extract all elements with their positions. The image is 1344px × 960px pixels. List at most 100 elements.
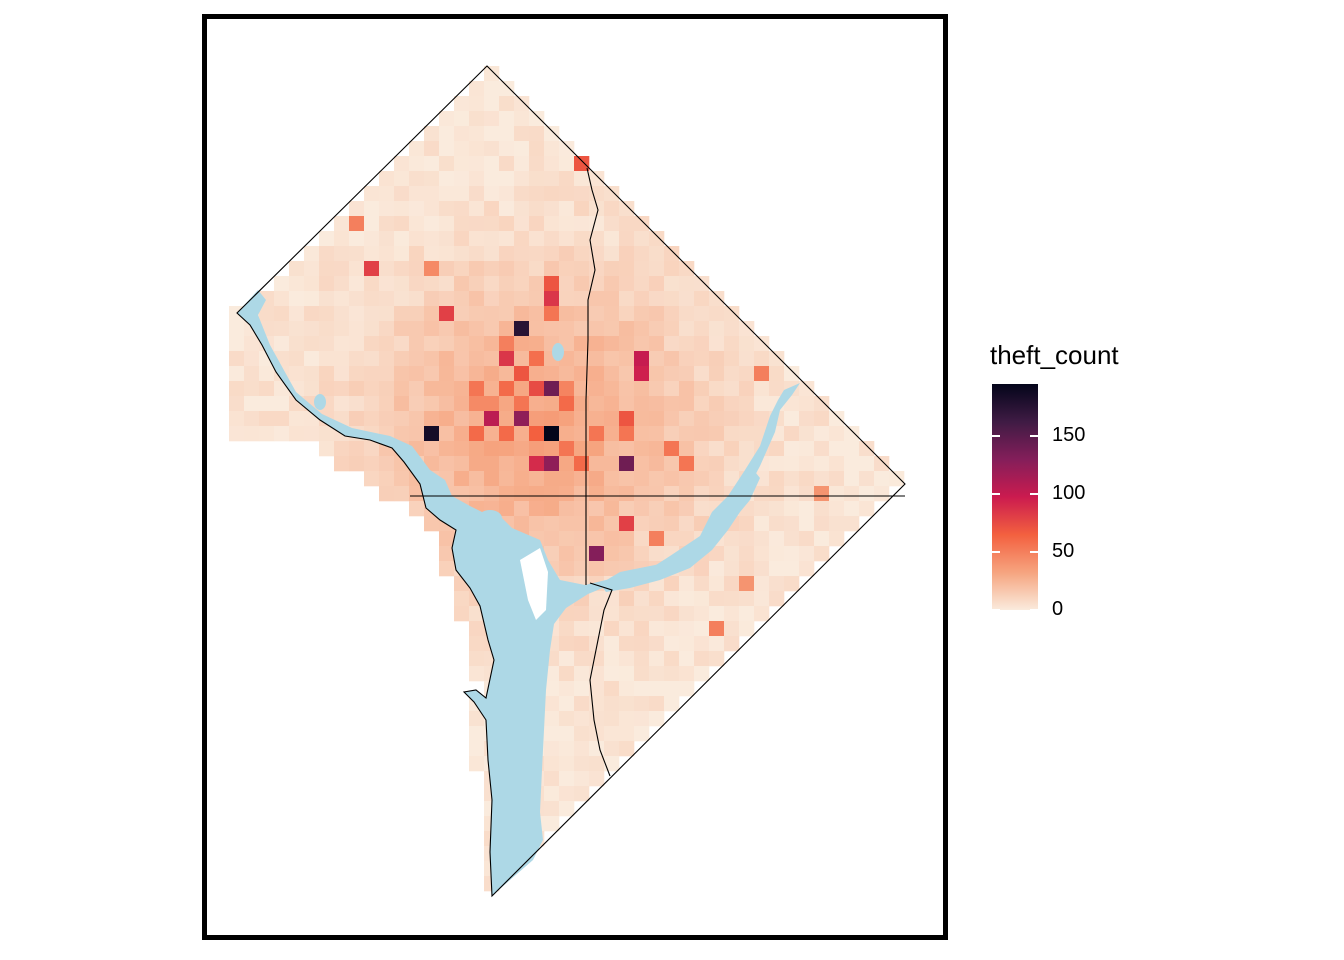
heat-cell <box>634 606 650 622</box>
heat-cell <box>334 246 350 262</box>
heat-cell <box>529 156 545 172</box>
heat-cell <box>499 501 515 517</box>
heat-cell <box>589 486 605 502</box>
heat-cell <box>499 321 515 337</box>
heat-cell <box>604 411 620 427</box>
heat-cell <box>484 456 500 472</box>
heat-cell <box>544 411 560 427</box>
heat-cell <box>559 486 575 502</box>
heat-cell <box>424 366 440 382</box>
heat-cell <box>649 291 665 307</box>
heat-cell <box>694 321 710 337</box>
heat-cell <box>469 381 485 397</box>
heat-cell <box>439 396 455 412</box>
heat-cell <box>469 81 485 97</box>
heat-cell <box>469 726 485 742</box>
heat-cell <box>694 306 710 322</box>
heat-cell <box>514 426 530 442</box>
heat-cell <box>709 456 725 472</box>
heat-cell <box>544 441 560 457</box>
heat-cell <box>544 216 560 232</box>
heat-cell <box>799 486 815 502</box>
heat-cell <box>544 726 560 742</box>
heat-cell <box>469 651 485 667</box>
heat-cell <box>724 561 740 577</box>
heat-cell <box>649 411 665 427</box>
heat-cell <box>694 456 710 472</box>
heat-cell <box>634 711 650 727</box>
heat-cell <box>259 366 275 382</box>
heat-cell <box>364 456 380 472</box>
heat-cell <box>604 441 620 457</box>
heat-cell <box>394 366 410 382</box>
heat-cell <box>514 261 530 277</box>
heat-cell <box>379 276 395 292</box>
heat-cell <box>499 186 515 202</box>
heat-cell <box>544 321 560 337</box>
heat-cell <box>619 486 635 502</box>
heat-cell <box>679 291 695 307</box>
heat-cell <box>739 426 755 442</box>
heat-cell <box>814 396 830 412</box>
heat-cell <box>604 666 620 682</box>
heat-cell <box>484 156 500 172</box>
heat-cell <box>574 396 590 412</box>
heat-cell <box>619 396 635 412</box>
heat-cell <box>634 381 650 397</box>
heat-cell <box>349 381 365 397</box>
heat-cell <box>229 381 245 397</box>
heat-cell <box>574 651 590 667</box>
heat-cell <box>604 531 620 547</box>
heat-cell <box>589 381 605 397</box>
heat-cell <box>634 246 650 262</box>
heat-cell <box>664 306 680 322</box>
heat-cell <box>499 81 515 97</box>
heat-cell <box>499 441 515 457</box>
heat-cell <box>394 321 410 337</box>
heat-cell <box>769 501 785 517</box>
heat-cell <box>619 291 635 307</box>
heat-cell <box>634 696 650 712</box>
heat-cell <box>649 666 665 682</box>
heat-cell <box>349 306 365 322</box>
heat-cell <box>649 606 665 622</box>
heat-cell <box>544 306 560 322</box>
heat-cell <box>574 246 590 262</box>
heat-cell <box>679 396 695 412</box>
heat-cell <box>529 501 545 517</box>
heat-cell <box>259 396 275 412</box>
heat-cell <box>844 486 860 502</box>
heat-cell <box>604 186 620 202</box>
heat-cell <box>529 171 545 187</box>
heat-cell <box>529 411 545 427</box>
heat-cell <box>409 261 425 277</box>
heat-cell <box>529 486 545 502</box>
heat-cell <box>604 651 620 667</box>
heat-cell <box>799 561 815 577</box>
heat-cell <box>514 381 530 397</box>
heat-cell <box>439 246 455 262</box>
heat-cell <box>529 201 545 217</box>
heat-cell <box>814 471 830 487</box>
heat-cell <box>379 216 395 232</box>
heat-cell <box>244 411 260 427</box>
heat-cell <box>589 756 605 772</box>
heat-cell <box>469 366 485 382</box>
heat-cell <box>544 366 560 382</box>
heat-cell <box>589 681 605 697</box>
heat-cell <box>799 471 815 487</box>
heat-cell <box>574 216 590 232</box>
heat-cell <box>649 441 665 457</box>
heat-cell <box>859 501 875 517</box>
heat-cell <box>649 231 665 247</box>
heat-cell <box>604 291 620 307</box>
heat-cell <box>709 591 725 607</box>
heat-cell <box>634 636 650 652</box>
heat-cell <box>334 441 350 457</box>
heat-cell <box>559 291 575 307</box>
heat-cell <box>619 231 635 247</box>
heat-cell <box>859 486 875 502</box>
heat-cell <box>694 636 710 652</box>
heat-cell <box>724 471 740 487</box>
heat-cell <box>454 366 470 382</box>
